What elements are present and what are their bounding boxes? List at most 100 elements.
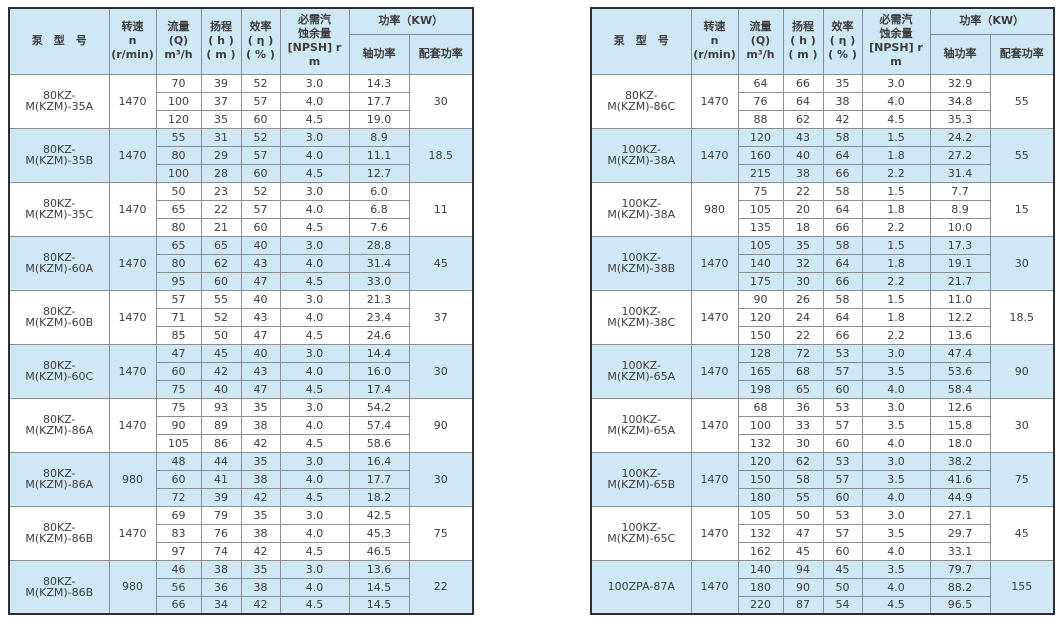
efficiency-cell: 38 [240, 469, 281, 489]
efficiency-cell: 35 [822, 73, 863, 93]
shaft-power-cell: 6.0 [348, 181, 410, 201]
table-row: 100KZ-M(KZM)-65A 1470 68 36 53 3.0 12.6 30 [590, 397, 1055, 453]
col-header-model: 泵 型 号 [590, 7, 692, 75]
table-row: 80KZ-M(KZM)-86C 1470 64 66 35 3.0 32.9 55 [590, 73, 1055, 129]
npsh-cell: 4.5 [279, 109, 350, 129]
table-row: 135 18 66 2.2 10.0 [591, 217, 1054, 237]
table-row: 175 30 66 2.2 21.7 [591, 271, 1054, 291]
rated-power-cell: 90 [408, 397, 474, 453]
speed-cell: 1470 [108, 397, 157, 453]
flow-cell: 140 [737, 253, 784, 273]
shaft-power-cell: 14.5 [348, 595, 410, 615]
table-row: 80KZ-M(KZM)-86B 980 46 38 35 3.0 13.6 22 [8, 559, 474, 615]
head-cell: 62 [200, 253, 242, 273]
col-header-efficiency: 效率 ( η ) ( % ) [240, 7, 281, 75]
flow-cell: 140 [737, 559, 784, 579]
head-cell: 30 [782, 271, 824, 291]
col-header-speed: 转速 n (r/min) [108, 7, 157, 75]
col-header-shaft-power: 轴功率 [929, 33, 991, 75]
flow-cell: 66 [155, 595, 202, 615]
shaft-power-cell: 27.1 [929, 505, 991, 525]
shaft-power-cell: 96.5 [929, 595, 991, 615]
head-cell: 31 [200, 127, 242, 147]
table-row: 80KZ-M(KZM)-35B 1470 55 31 52 3.0 8.9 18.5 [8, 127, 474, 183]
speed-cell: 1470 [690, 559, 739, 615]
npsh-cell: 3.0 [279, 289, 350, 309]
efficiency-cell: 57 [240, 199, 281, 219]
flow-cell: 97 [155, 541, 202, 561]
head-cell: 64 [782, 91, 824, 111]
efficiency-cell: 60 [240, 217, 281, 237]
rated-power-cell: 30 [408, 451, 474, 507]
col-header-power-group: 功率（KW） [929, 7, 1055, 35]
efficiency-cell: 60 [240, 109, 281, 129]
head-cell: 79 [200, 505, 242, 525]
efficiency-cell: 66 [822, 217, 863, 237]
flow-cell: 47 [155, 343, 202, 363]
col-header-power-group: 功率（KW） [348, 7, 474, 35]
flow-cell: 95 [155, 271, 202, 291]
shaft-power-cell: 14.4 [348, 343, 410, 363]
npsh-cell: 3.0 [861, 343, 931, 363]
table-row: 56 36 38 4.0 14.5 [9, 577, 473, 597]
efficiency-cell: 35 [240, 505, 281, 525]
table-row: 100 28 60 4.5 12.7 [9, 163, 473, 183]
rated-power-cell: 75 [989, 451, 1055, 507]
shaft-power-cell: 17.4 [348, 379, 410, 399]
model-cell: 100KZ-M(KZM)-65B [590, 451, 692, 507]
shaft-power-cell: 27.2 [929, 145, 991, 165]
flow-cell: 56 [155, 577, 202, 597]
efficiency-cell: 58 [822, 127, 863, 147]
table-row: 80KZ-M(KZM)-86A 980 48 44 35 3.0 16.4 30 [8, 451, 474, 507]
efficiency-cell: 57 [822, 361, 863, 381]
flow-cell: 76 [737, 91, 784, 111]
efficiency-cell: 43 [240, 361, 281, 381]
head-cell: 37 [200, 91, 242, 111]
shaft-power-cell: 17.7 [348, 91, 410, 111]
head-cell: 94 [782, 559, 824, 579]
shaft-power-cell: 88.2 [929, 577, 991, 597]
table-row: 60 41 38 4.0 17.7 [9, 469, 473, 489]
shaft-power-cell: 14.3 [348, 73, 410, 93]
rated-power-cell: 75 [408, 505, 474, 561]
flow-cell: 85 [155, 325, 202, 345]
flow-cell: 180 [737, 577, 784, 597]
flow-cell: 69 [155, 505, 202, 525]
efficiency-cell: 38 [240, 523, 281, 543]
shaft-power-cell: 79.7 [929, 559, 991, 579]
speed-cell: 1470 [108, 235, 157, 291]
efficiency-cell: 42 [822, 109, 863, 129]
shaft-power-cell: 46.5 [348, 541, 410, 561]
shaft-power-cell: 7.7 [929, 181, 991, 201]
efficiency-cell: 58 [822, 235, 863, 255]
model-cell: 100KZ-M(KZM)-38A [590, 181, 692, 237]
table-row: 100KZ-M(KZM)-65A 1470 128 72 53 3.0 47.4 90 [590, 343, 1055, 399]
table-row: 60 42 43 4.0 16.0 [9, 361, 473, 381]
table-row: 180 55 60 4.0 44.9 [591, 487, 1054, 507]
head-cell: 60 [200, 271, 242, 291]
shaft-power-cell: 6.8 [348, 199, 410, 219]
npsh-cell: 4.0 [861, 487, 931, 507]
npsh-cell: 4.0 [279, 91, 350, 111]
npsh-cell: 4.0 [279, 415, 350, 435]
shaft-power-cell: 18.2 [348, 487, 410, 507]
speed-cell: 980 [108, 559, 157, 615]
efficiency-cell: 54 [822, 595, 863, 615]
table-row: 75 40 47 4.5 17.4 [9, 379, 473, 399]
rated-power-cell: 45 [989, 505, 1055, 561]
npsh-cell: 1.5 [861, 127, 931, 147]
head-cell: 35 [782, 235, 824, 255]
npsh-cell: 4.5 [279, 595, 350, 615]
head-cell: 21 [200, 217, 242, 237]
speed-cell: 1470 [690, 397, 739, 453]
rated-power-cell: 18.5 [408, 127, 474, 183]
shaft-power-cell: 58.4 [929, 379, 991, 399]
speed-cell: 1470 [108, 127, 157, 183]
head-cell: 90 [782, 577, 824, 597]
efficiency-cell: 57 [822, 523, 863, 543]
flow-cell: 150 [737, 325, 784, 345]
npsh-cell: 3.0 [279, 343, 350, 363]
flow-cell: 105 [737, 505, 784, 525]
efficiency-cell: 35 [240, 559, 281, 579]
head-cell: 33 [782, 415, 824, 435]
